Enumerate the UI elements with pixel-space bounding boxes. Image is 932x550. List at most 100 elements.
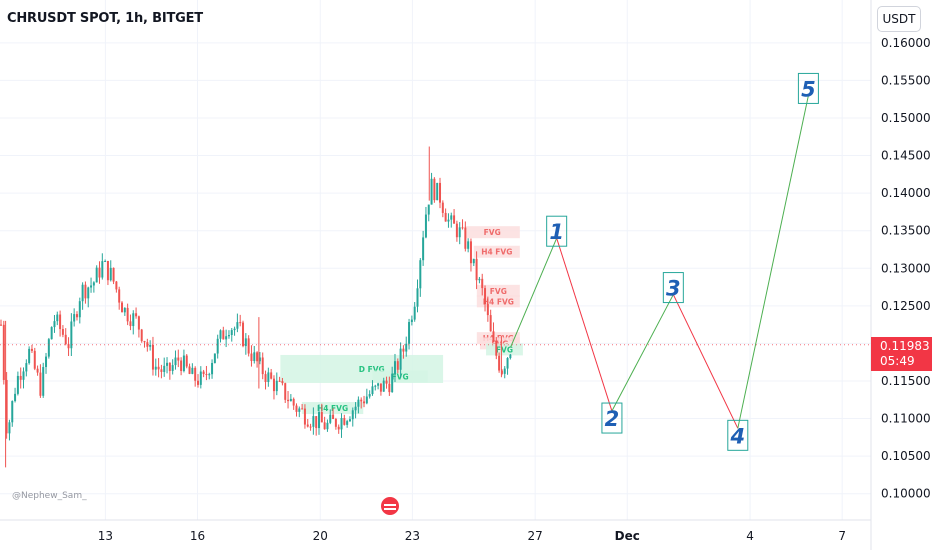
candle-body [61,329,64,335]
wave-segment [737,95,809,429]
candle-body [160,369,163,372]
candle-body [289,398,292,402]
candle-body [73,314,76,322]
wave-label-4[interactable]: 4 [729,424,745,448]
candle-body [368,394,371,397]
wave-label-box[interactable] [546,215,568,247]
candle-body [332,414,335,419]
candle-body [422,237,425,261]
wave-segment [611,294,674,412]
candle-body [329,414,332,423]
candle-body [323,422,326,430]
candles [0,146,512,468]
candle-body [261,357,264,375]
candle-body [295,405,298,412]
candle-body [439,182,442,203]
y-tick-label: 0.14500 [881,149,931,163]
candle-body [475,258,478,281]
candle-body [486,304,489,316]
candle-body [450,215,453,220]
candle-body [90,285,93,288]
candle-body [19,375,22,380]
candle-body [405,343,408,352]
author-watermark: @Nephew_Sam_ [12,491,87,501]
candle-body [16,375,19,394]
wave-label-box[interactable] [727,419,749,451]
wave-label-box[interactable] [797,72,819,104]
fvg-label: FVG [496,345,513,354]
wave-label-3[interactable]: 3 [666,277,681,301]
y-tick-label: 0.15000 [881,111,931,125]
candle-body [309,426,312,428]
y-tick-label: 0.13000 [881,261,931,275]
candle-body [67,344,70,349]
candle-body [216,338,219,354]
wave-label-box[interactable] [662,272,684,304]
candle-body [506,358,509,369]
candle-body [53,321,56,328]
candle-body [272,378,275,392]
candle-body [258,357,261,362]
wave-segment [510,238,558,348]
candle-body [5,379,8,434]
candle-body [402,348,405,352]
candle-body [424,214,427,238]
candle-body [467,241,470,249]
candle-body [75,314,78,318]
candle-body [464,227,467,249]
fvg-label: H4 FVG [481,248,512,257]
candle-body [360,399,363,402]
candle-body [306,424,309,427]
candle-body [416,288,419,307]
candle-body [92,282,95,286]
candle-body [455,223,458,238]
candle-body [205,374,208,376]
candle-body [492,331,495,342]
candle-body [194,367,197,381]
candle-body [213,353,216,363]
candle-body [42,367,45,396]
wave-label-5[interactable]: 5 [801,77,816,101]
x-tick-label: 27 [528,529,543,543]
candle-body [303,408,306,425]
currency-button[interactable]: USDT [877,6,921,32]
candle-body [461,227,464,229]
wave-label-1[interactable]: 1 [549,220,564,244]
candle-body [250,353,253,362]
candle-body [281,381,284,384]
candle-body [365,396,368,404]
candle-body [391,373,394,393]
candle-body [2,324,5,380]
fvg-zone [476,284,520,297]
candle-body [64,334,67,345]
current-price-tag: 0.11983 05:49 [871,337,932,371]
x-tick-label: Dec [615,529,640,543]
candle-body [140,329,143,342]
wave-label-box[interactable] [601,402,623,434]
elliott-wave-projection[interactable]: 1 2 3 4 5 [510,72,819,451]
candle-body [182,355,185,372]
candle-body [211,362,214,375]
candle-body [199,371,202,385]
candle-body [146,342,149,347]
candle-body [180,360,183,372]
candle-body [284,383,287,400]
candle-body [275,380,278,392]
candle-body [410,319,413,323]
candle-body [222,330,225,340]
candle-body [509,354,512,359]
candle-body [498,355,501,371]
candle-body [253,352,256,362]
candle-body [157,366,160,370]
candle-body [104,260,107,262]
candle-body [377,383,380,386]
candle-body [118,289,121,303]
candle-body [244,338,247,347]
fvg-label: D FVG [359,365,385,374]
y-tick-label: 0.11500 [881,374,931,388]
candle-body [230,330,233,336]
candle-body [413,306,416,320]
candle-body [174,357,177,366]
wave-label-2[interactable]: 2 [605,407,620,431]
